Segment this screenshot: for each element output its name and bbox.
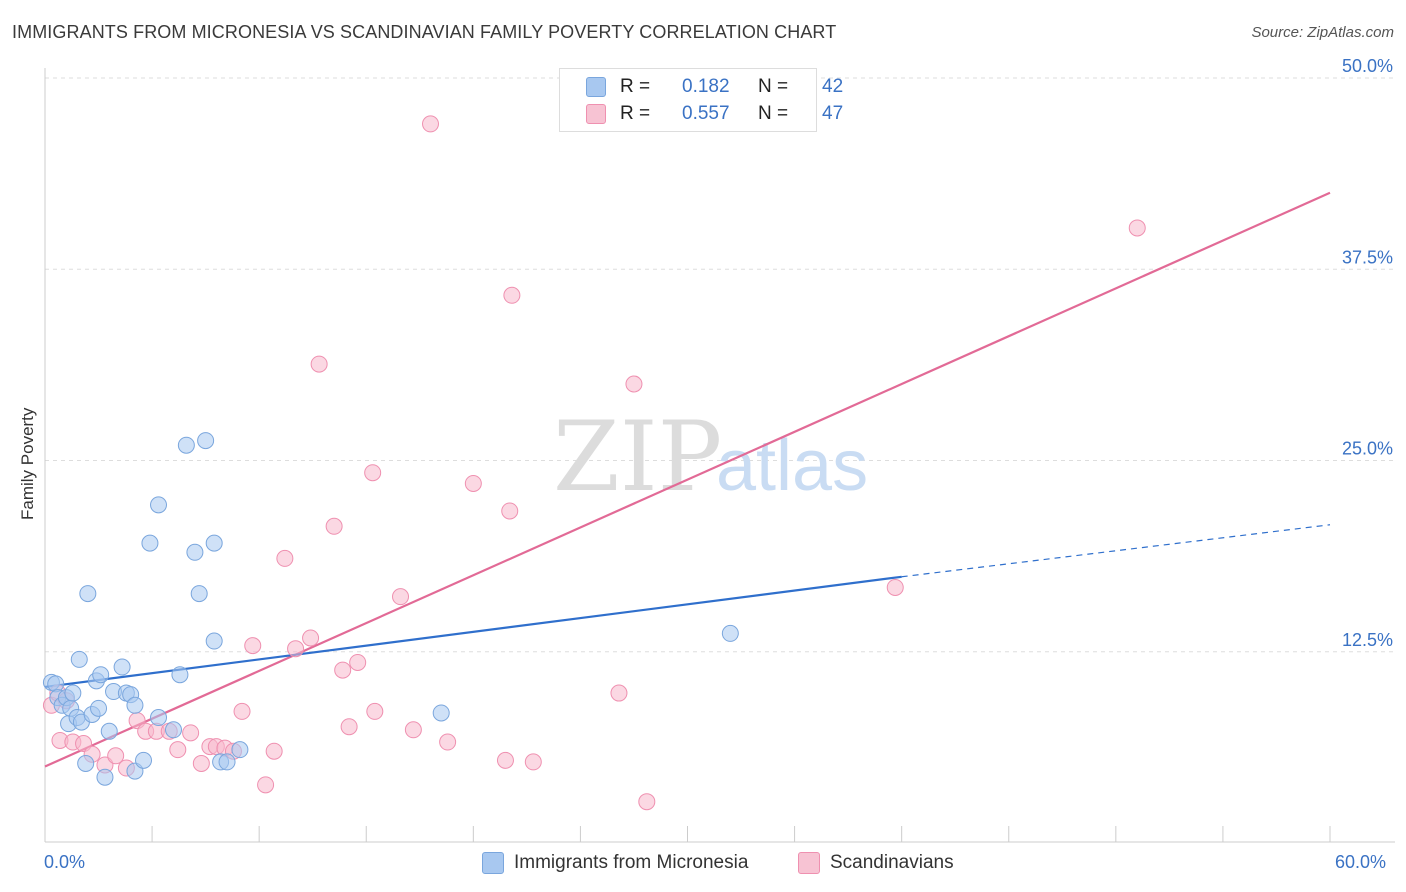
- scandinavians-point: [182, 724, 200, 742]
- legend-n-value-micronesia: 42: [822, 76, 844, 97]
- trend-line-scandinavians: [44, 191, 1331, 768]
- scandinavians-point: [439, 733, 457, 751]
- micronesia-point: [197, 432, 215, 450]
- micronesia-point: [432, 704, 450, 722]
- micronesia-point: [77, 754, 95, 772]
- watermark: ZIP atlas: [553, 401, 868, 513]
- bottom-legend-label-scandinavians: Scandinavians: [830, 852, 954, 873]
- scandinavians-point: [265, 742, 283, 760]
- legend-r-label: R =: [620, 103, 651, 124]
- bottom-legend-scandinavians: Scandinavians: [798, 852, 954, 874]
- scandinavians-point: [496, 751, 514, 769]
- scandinavians-point: [524, 753, 542, 771]
- micronesia-point: [126, 696, 144, 714]
- legend-r-value-scandinavians: 0.557: [682, 103, 730, 124]
- scandinavians-point: [392, 588, 410, 606]
- y-tick-label: 37.5%: [1342, 247, 1393, 267]
- correlation-legend: R = 0.182 N = 42 R = 0.557 N = 47: [559, 68, 843, 132]
- bottom-legend-swatch-pink: [798, 852, 820, 874]
- trend-line-micronesia: [44, 575, 902, 689]
- micronesia-point: [190, 585, 208, 603]
- scandinavians-point: [503, 286, 521, 304]
- trend-line-micronesia-extension: [901, 524, 1331, 578]
- scandinavians-point: [233, 702, 251, 720]
- y-tick-label: 50.0%: [1342, 56, 1393, 76]
- micronesia-point: [135, 751, 153, 769]
- micronesia-point: [70, 650, 88, 668]
- x-tick-min: 0.0%: [44, 852, 86, 872]
- y-tick-labels: 12.5% 25.0% 37.5% 50.0%: [1342, 56, 1393, 650]
- micronesia-point: [218, 753, 236, 771]
- source-label: Source: ZipAtlas.com: [1251, 24, 1394, 41]
- grid-lines: [45, 77, 1395, 653]
- scandinavians-point: [364, 464, 382, 482]
- micronesia-point: [79, 585, 97, 603]
- legend-n-label: N =: [758, 103, 789, 124]
- bottom-legend-swatch-blue: [482, 852, 504, 874]
- scandinavians-point: [192, 754, 210, 772]
- micronesia-point: [171, 666, 189, 684]
- scandinavians-point: [625, 375, 643, 393]
- micronesia-point: [721, 624, 739, 642]
- scandinavians-point: [287, 640, 305, 658]
- legend-n-value-scandinavians: 47: [822, 103, 844, 124]
- legend-n-label: N =: [758, 76, 789, 97]
- y-axis-label: Family Poverty: [18, 407, 37, 520]
- scandinavians-point: [257, 776, 275, 794]
- scandinavians-point: [349, 653, 367, 671]
- micronesia-point: [92, 666, 110, 684]
- watermark-atlas: atlas: [716, 426, 868, 506]
- scandinavians-point: [886, 578, 904, 596]
- scandinavians-point: [169, 741, 187, 759]
- scandinavians-point: [1128, 219, 1146, 237]
- scandinavians-point: [404, 721, 422, 739]
- scandinavians-point: [334, 661, 352, 679]
- micronesia-point: [205, 534, 223, 552]
- scandinavians-point: [302, 629, 320, 647]
- scandinavians-point: [325, 517, 343, 535]
- scandinavians-point: [310, 355, 328, 373]
- micronesia-point: [150, 496, 168, 514]
- scandinavians-point: [464, 474, 482, 492]
- data-points: [42, 115, 1146, 811]
- legend-swatch-blue: [586, 77, 606, 97]
- bottom-legend-micronesia: Immigrants from Micronesia: [482, 852, 748, 874]
- scandinavians-point: [276, 549, 294, 567]
- y-tick-label: 12.5%: [1342, 630, 1393, 650]
- scandinavians-point: [501, 502, 519, 520]
- y-tick-label: 25.0%: [1342, 439, 1393, 459]
- scandinavians-point: [107, 747, 125, 765]
- micronesia-point: [113, 658, 131, 676]
- scandinavians-point: [244, 637, 262, 655]
- micronesia-point: [64, 684, 82, 702]
- micronesia-point: [186, 543, 204, 561]
- scandinavians-point: [340, 718, 358, 736]
- scandinavians-point: [366, 702, 384, 720]
- scandinavians-point: [610, 684, 628, 702]
- micronesia-point: [96, 768, 114, 786]
- scandinavians-point: [638, 793, 656, 811]
- micronesia-point: [205, 632, 223, 650]
- micronesia-point: [177, 436, 195, 454]
- micronesia-point: [231, 741, 249, 759]
- micronesia-point: [90, 699, 108, 717]
- bottom-legend-label-micronesia: Immigrants from Micronesia: [514, 852, 749, 873]
- legend-swatch-pink: [586, 104, 606, 124]
- micronesia-point: [141, 534, 159, 552]
- trend-lines: [44, 191, 1331, 768]
- watermark-zip: ZIP: [553, 401, 722, 513]
- legend-r-value-micronesia: 0.182: [682, 76, 730, 97]
- micronesia-point: [100, 722, 118, 740]
- scandinavians-point: [422, 115, 439, 133]
- legend-r-label: R =: [620, 76, 651, 97]
- micronesia-point: [150, 709, 168, 727]
- axes: [44, 68, 1395, 843]
- chart-title: IMMIGRANTS FROM MICRONESIA VS SCANDINAVI…: [12, 22, 837, 42]
- micronesia-point: [165, 721, 182, 739]
- x-tick-max: 60.0%: [1335, 852, 1387, 872]
